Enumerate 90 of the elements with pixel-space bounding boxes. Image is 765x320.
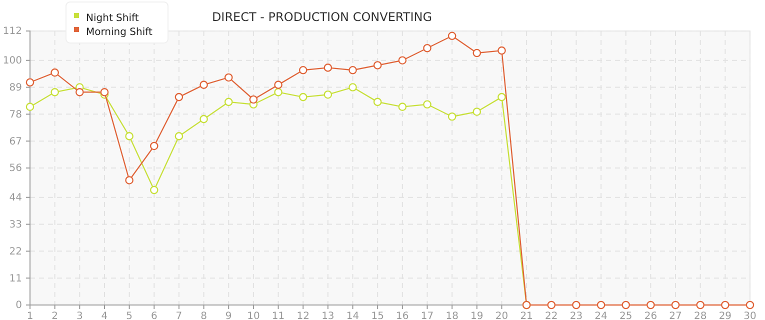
point — [448, 112, 456, 121]
y-tick-label: 22 — [9, 246, 22, 258]
y-tick-label: 112 — [2, 26, 22, 38]
x-tick-label: 18 — [446, 311, 458, 320]
point — [423, 44, 432, 52]
point — [26, 78, 34, 87]
point — [150, 186, 158, 194]
point — [696, 300, 705, 310]
point — [622, 300, 630, 310]
point — [423, 100, 432, 109]
point — [348, 66, 357, 74]
point — [324, 90, 332, 99]
point — [125, 176, 134, 184]
point — [547, 300, 556, 310]
y-tick-label: 78 — [9, 109, 22, 120]
x-tick-label: 6 — [150, 311, 158, 320]
legend-label: Night Shift — [86, 13, 139, 24]
y-tick-label: 67 — [9, 136, 22, 148]
x-tick-label: 27 — [669, 311, 682, 320]
point — [26, 102, 34, 111]
x-tick-label: 26 — [644, 311, 658, 320]
point — [174, 132, 184, 140]
x-tick-label: 4 — [101, 311, 108, 320]
x-tick-label: 9 — [225, 311, 232, 320]
point — [274, 88, 282, 96]
point — [721, 300, 730, 310]
y-tick-label: 11 — [9, 273, 22, 284]
point — [448, 32, 456, 40]
x-tick-label: 19 — [470, 311, 484, 320]
x-tick-label: 21 — [520, 311, 533, 320]
x-tick-label: 30 — [744, 311, 756, 320]
x-tick-label: 3 — [76, 311, 83, 320]
x-tick-label: 7 — [176, 311, 182, 320]
x-tick-label: 20 — [495, 311, 508, 320]
point — [498, 92, 506, 102]
y-tick-label: 44 — [9, 192, 22, 204]
point — [249, 95, 258, 104]
point — [125, 132, 134, 140]
x-tick-label: 24 — [594, 311, 608, 320]
x-tick-label: 11 — [272, 311, 285, 320]
x-tick-label: 12 — [296, 311, 310, 320]
x-tick-label: 14 — [346, 311, 360, 320]
point — [324, 64, 332, 72]
point — [498, 46, 506, 55]
point — [200, 80, 208, 89]
x-tick-label: 1 — [26, 311, 34, 320]
x-tick-label: 28 — [694, 311, 707, 320]
x-tick-label: 15 — [371, 311, 384, 320]
point — [274, 80, 282, 89]
point — [298, 66, 308, 74]
y-tick-label: 0 — [16, 300, 22, 312]
point — [50, 88, 59, 96]
x-tick-label: 29 — [718, 311, 732, 320]
point — [472, 108, 482, 116]
x-tick-label: 5 — [126, 311, 132, 320]
point — [100, 88, 109, 96]
x-tick-label: 25 — [619, 311, 632, 320]
x-tick-label: 10 — [247, 311, 260, 320]
x-tick-label: 8 — [200, 311, 207, 320]
point — [373, 61, 382, 70]
point — [224, 98, 233, 106]
point — [671, 300, 680, 310]
point — [373, 98, 382, 106]
x-tick-label: 17 — [420, 311, 434, 320]
point — [75, 88, 84, 96]
legend-label: Morning Shift — [86, 27, 152, 38]
x-tick-label: 13 — [322, 311, 334, 320]
point — [348, 83, 357, 92]
point — [398, 56, 407, 65]
y-tick-label: 89 — [9, 82, 22, 94]
point — [646, 300, 655, 310]
point — [398, 102, 407, 111]
point — [224, 73, 233, 82]
x-tick-label: 23 — [570, 311, 583, 320]
point — [472, 48, 482, 58]
x-tick-label: 2 — [52, 311, 58, 320]
point — [572, 300, 580, 310]
chart-title: DIRECT - PRODUCTION CONVERTING — [212, 10, 432, 24]
point — [746, 300, 754, 310]
point — [150, 142, 158, 150]
x-tick-label: 22 — [545, 311, 558, 320]
y-tick-label: 100 — [2, 56, 22, 67]
point — [596, 300, 606, 310]
point — [50, 68, 59, 77]
x-tick-label: 16 — [396, 311, 409, 320]
y-tick-label: 33 — [9, 219, 22, 230]
y-tick-label: 56 — [9, 163, 22, 174]
point — [200, 114, 208, 124]
point — [174, 92, 184, 102]
point — [298, 92, 308, 102]
